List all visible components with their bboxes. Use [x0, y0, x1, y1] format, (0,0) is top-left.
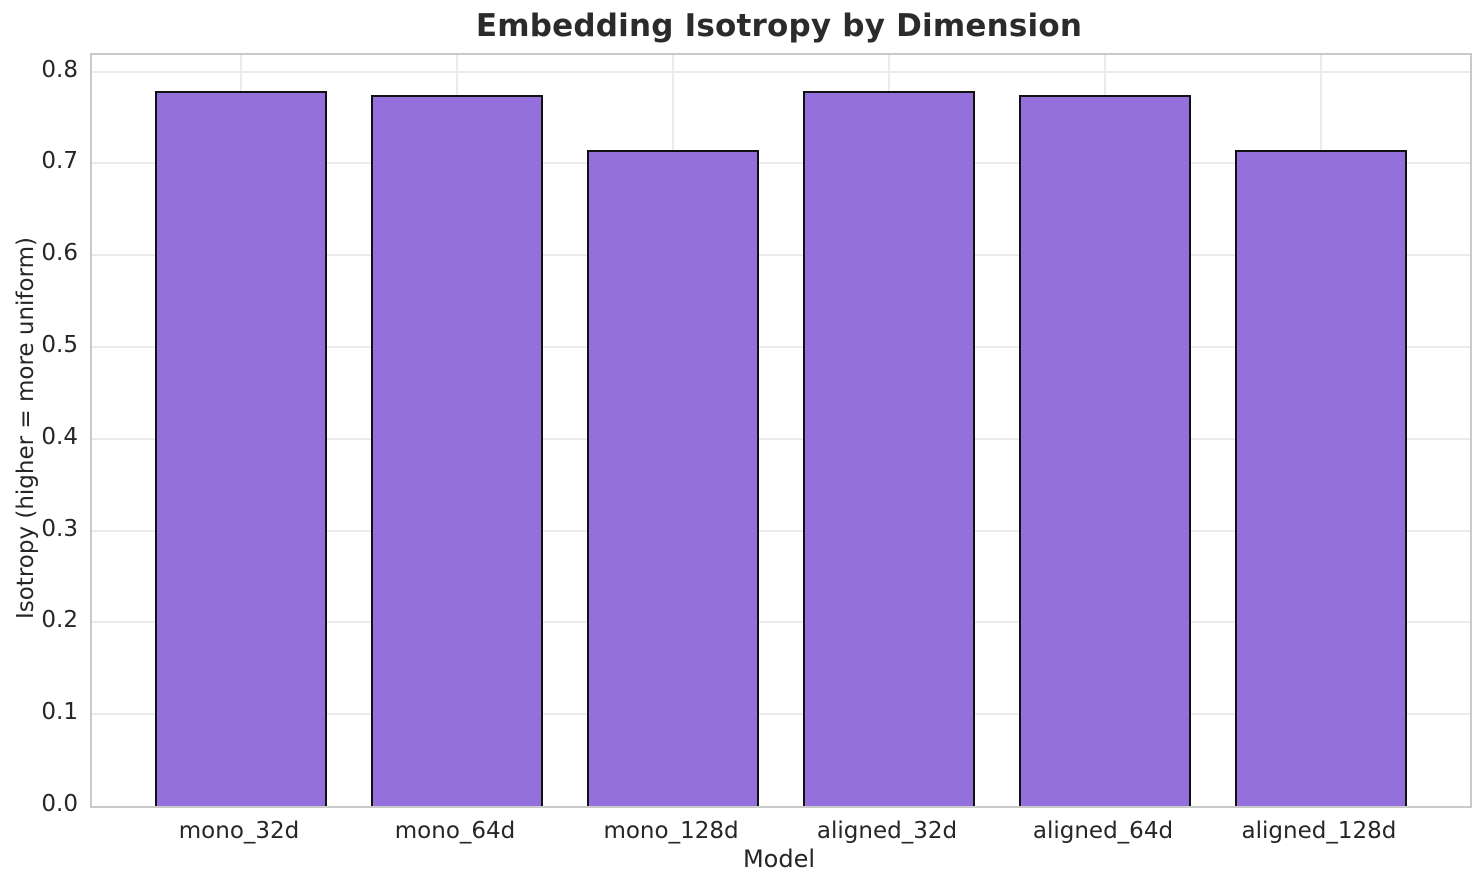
bar-aligned_64d — [1018, 95, 1192, 806]
bar-mono_128d — [586, 149, 760, 806]
x-tick-label: aligned_128d — [1241, 818, 1397, 844]
x-tick-label: mono_64d — [394, 818, 516, 844]
h-gridline — [92, 254, 1470, 257]
y-tick-label: 0.3 — [41, 515, 78, 542]
x-tick-label: mono_32d — [178, 818, 300, 844]
h-gridline — [92, 713, 1470, 716]
y-tick-label: 0.0 — [41, 791, 78, 817]
h-gridline — [92, 345, 1470, 348]
y-tick-label: 0.7 — [41, 148, 78, 175]
y-tick-label: 0.4 — [41, 423, 78, 450]
x-axis-label: Model — [742, 845, 816, 873]
h-gridline — [92, 437, 1470, 440]
x-tick-label: aligned_64d — [1032, 818, 1174, 844]
y-tick-label: 0.6 — [41, 240, 78, 267]
chart-title: Embedding Isotropy by Dimension — [475, 8, 1083, 44]
h-gridline — [92, 529, 1470, 532]
y-tick-label: 0.1 — [41, 699, 78, 726]
plot-area — [90, 53, 1472, 808]
y-tick-label: 0.8 — [41, 56, 78, 83]
y-tick-label: 0.2 — [41, 607, 78, 634]
bar-mono_32d — [154, 90, 328, 806]
h-gridline — [92, 70, 1470, 73]
h-gridline — [92, 621, 1470, 624]
x-tick-label: mono_128d — [603, 818, 739, 844]
h-gridline — [92, 162, 1470, 165]
bar-mono_64d — [370, 95, 544, 806]
x-tick-label: aligned_32d — [816, 818, 958, 844]
bar-aligned_32d — [802, 90, 976, 806]
bar-aligned_128d — [1234, 149, 1408, 806]
y-tick-label: 0.5 — [41, 331, 78, 358]
